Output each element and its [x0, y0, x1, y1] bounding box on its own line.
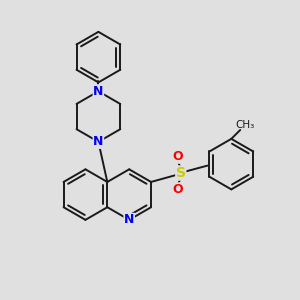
Text: S: S: [176, 166, 186, 180]
Text: N: N: [93, 135, 103, 148]
Text: N: N: [93, 85, 103, 98]
Text: CH₃: CH₃: [235, 121, 254, 130]
Text: N: N: [124, 213, 134, 226]
Text: O: O: [172, 150, 183, 163]
Text: O: O: [172, 183, 183, 196]
